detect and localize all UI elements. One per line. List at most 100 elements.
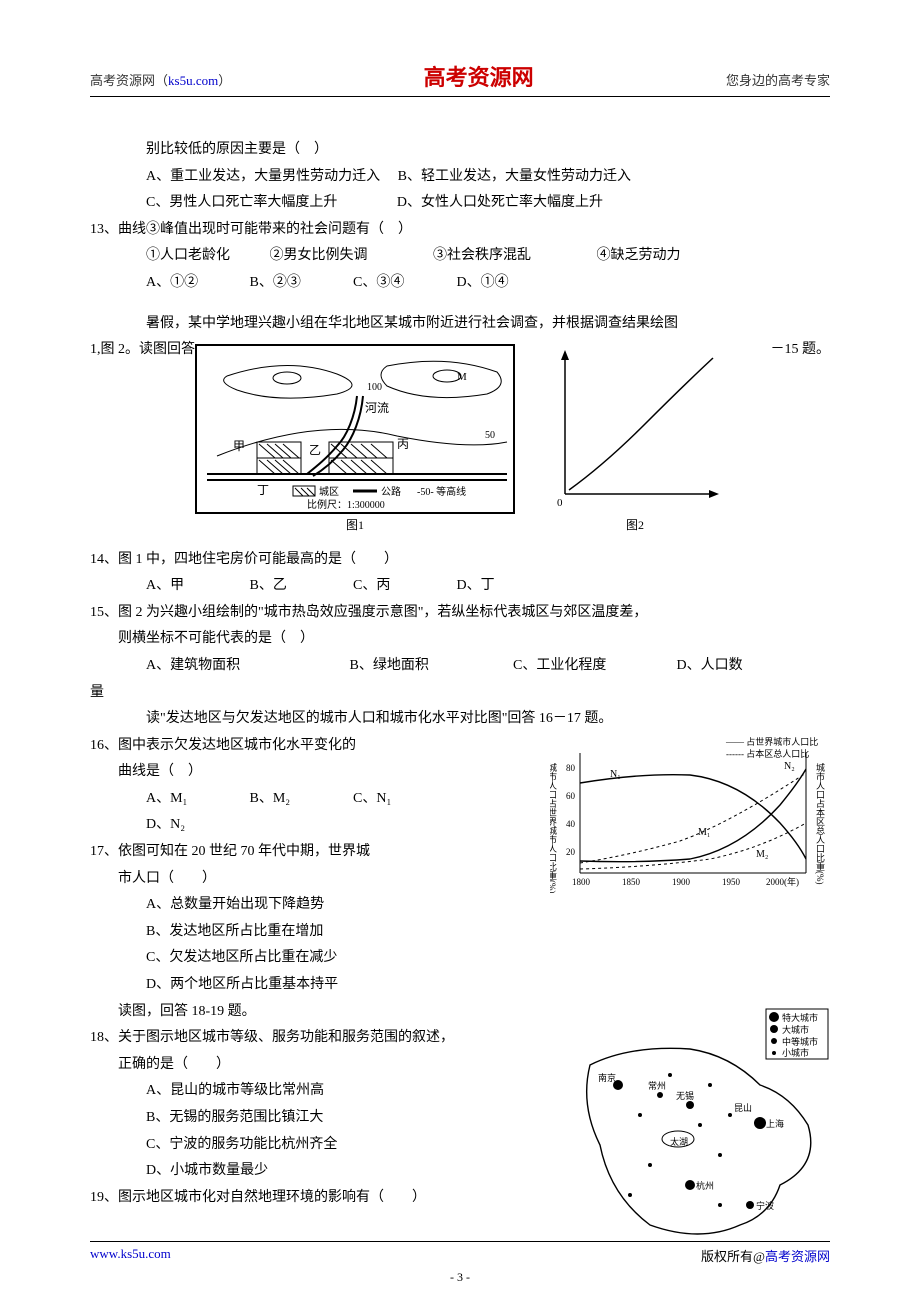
svg-text:1900: 1900 xyxy=(672,877,691,887)
q13-options: A、①② B、②③ C、③④ D、①④ xyxy=(90,270,830,297)
q17-optC: C、欠发达地区所占比重在减少 xyxy=(90,945,830,972)
svg-text:宁波: 宁波 xyxy=(756,1200,774,1211)
legend-dash: ------ 占本区总人口比 xyxy=(726,748,809,759)
figure-2: 0 xyxy=(545,344,725,514)
q13-optD: D、①④ xyxy=(457,270,557,297)
q15-optD: D、人口数 xyxy=(677,653,743,680)
q15-optD-tail: 量 xyxy=(90,680,830,707)
q12-optB: B、轻工业发达，大量女性劳动力迁入 xyxy=(398,169,631,184)
svg-text:特大城市: 特大城市 xyxy=(782,1012,818,1023)
q15-options: A、建筑物面积 B、绿地面积 C、工业化程度 D、人口数 xyxy=(90,653,830,680)
figure-row: M 100 50 河流 甲 丙 xyxy=(90,344,830,537)
q12-optA: A、重工业发达，大量男性劳动力迁入 xyxy=(146,169,380,184)
legend-solid: —— 占世界城市人口比 xyxy=(725,736,818,747)
footer-right-link[interactable]: 高考资源网 xyxy=(765,1249,830,1264)
fig1-legend-gonglu: 公路 xyxy=(381,485,401,498)
fig1-contour-100: 100 xyxy=(367,382,382,393)
q15-optB: B、绿地面积 xyxy=(350,653,510,680)
svg-text:南京: 南京 xyxy=(598,1072,616,1083)
svg-text:60: 60 xyxy=(566,791,576,801)
q17-optD: D、两个地区所占比重基本持平 xyxy=(90,972,830,999)
svg-text:小城市: 小城市 xyxy=(782,1047,809,1058)
svg-text:太湖: 太湖 xyxy=(670,1136,688,1147)
q16-optA: A、M₁ xyxy=(146,786,246,813)
header-left-prefix: 高考资源网（ xyxy=(90,73,168,88)
q12-optD: D、女性人口处死亡率大幅度上升 xyxy=(397,195,603,210)
footer-right: 版权所有@高考资源网 xyxy=(701,1246,830,1265)
fig1-mark-jia: 甲 xyxy=(233,439,245,453)
q14-optA: A、甲 xyxy=(146,573,246,600)
header-left-suffix: ） xyxy=(218,73,231,88)
q14-options: A、甲 B、乙 C、丙 D、丁 xyxy=(90,573,830,600)
fig1-legend-chengqu: 城区 xyxy=(319,486,339,498)
svg-text:40: 40 xyxy=(566,819,576,829)
page-header: 高考资源网（ks5u.com） 高考资源网 您身边的高考专家 xyxy=(90,60,830,97)
svg-text:80: 80 xyxy=(566,763,576,773)
header-right: 您身边的高考专家 xyxy=(726,70,830,89)
svg-text:昆山: 昆山 xyxy=(734,1103,752,1113)
svg-text:2000(年): 2000(年) xyxy=(766,876,799,887)
svg-text:1850: 1850 xyxy=(622,877,641,887)
q14-optD: D、丁 xyxy=(457,573,557,600)
q13-sub1: ①人口老龄化 xyxy=(146,243,266,270)
svg-text:1950: 1950 xyxy=(722,877,741,887)
figure-2-wrap: 0 图2 xyxy=(545,344,725,537)
fig2-origin: 0 xyxy=(557,497,563,509)
svg-text:常州: 常州 xyxy=(648,1080,666,1091)
q14-optC: C、丙 xyxy=(353,573,453,600)
q13-optB: B、②③ xyxy=(250,270,350,297)
q12-optC: C、男性人口死亡率大幅度上升 xyxy=(146,195,337,210)
svg-text:1800: 1800 xyxy=(572,877,591,887)
header-left: 高考资源网（ks5u.com） xyxy=(90,70,231,89)
footer-right-black: 版权所有@ xyxy=(701,1249,765,1264)
q14-stem: 14、图 1 中，四地住宅房价可能最高的是（ ） xyxy=(90,547,830,574)
ylabel-right: 城市人口占本区总人口比重(%) xyxy=(815,763,825,885)
figure-1-wrap: M 100 50 河流 甲 丙 xyxy=(195,344,515,537)
urbanization-chart-svg: —— 占世界城市人口比 ------ 占本区总人口比 城市人口占世界城市人口比重… xyxy=(550,733,830,893)
figure-1-svg: M 100 50 河流 甲 丙 xyxy=(197,346,517,516)
svg-text:N₁: N₁ xyxy=(610,769,621,780)
svg-text:上海: 上海 xyxy=(766,1118,784,1129)
q16-optB: B、M₂ xyxy=(250,786,350,813)
fig2-caption: 图2 xyxy=(545,514,725,537)
footer-left-link[interactable]: www.ks5u.com xyxy=(90,1246,171,1265)
q14-optB: B、乙 xyxy=(250,573,350,600)
q15-optC: C、工业化程度 xyxy=(513,653,673,680)
svg-text:杭州: 杭州 xyxy=(696,1180,714,1191)
svg-text:20: 20 xyxy=(566,847,576,857)
city-map-svg: 特大城市 大城市 中等城市 小城市 南京 常州 无锡 昆山 上海 太湖 杭州 宁… xyxy=(570,1005,830,1245)
svg-text:M₂: M₂ xyxy=(756,849,768,860)
body: 别比较低的原因主要是（ ） A、重工业发达，大量男性劳动力迁入 B、轻工业发达，… xyxy=(90,137,830,1255)
header-center-title: 高考资源网 xyxy=(424,60,534,92)
q13-sub2: ②男女比例失调 xyxy=(270,243,430,270)
fig1-mark-M: M xyxy=(457,371,467,383)
q12-options-row2: C、男性人口死亡率大幅度上升 D、女性人口处死亡率大幅度上升 xyxy=(90,190,830,217)
q15-stem2: 则横坐标不可能代表的是（ ） xyxy=(90,626,830,653)
q16-optC: C、N₁ xyxy=(353,786,453,813)
q13-sub3: ③社会秩序混乱 xyxy=(433,243,593,270)
svg-text:中等城市: 中等城市 xyxy=(782,1036,818,1047)
passage2: 读"发达地区与欠发达地区的城市人口和城市化水平对比图"回答 16－17 题。 xyxy=(90,706,830,733)
svg-text:大城市: 大城市 xyxy=(782,1024,809,1035)
page-footer: www.ks5u.com 版权所有@高考资源网 xyxy=(90,1241,830,1265)
q13-optC: C、③④ xyxy=(353,270,453,297)
fig1-river-label: 河流 xyxy=(365,401,389,415)
q12-options-row1: A、重工业发达，大量男性劳动力迁入 B、轻工业发达，大量女性劳动力迁入 xyxy=(90,164,830,191)
fig1-scale: 比例尺：1:300000 xyxy=(307,498,385,511)
ylabel-left: 城市人口占世界城市人口比重(%) xyxy=(550,763,557,893)
fig1-mark-ding: 丁 xyxy=(257,483,269,497)
svg-text:无锡: 无锡 xyxy=(676,1091,694,1101)
q16-optD: D、N₂ xyxy=(146,812,246,839)
header-link[interactable]: ks5u.com xyxy=(168,73,218,88)
svg-text:N₂: N₂ xyxy=(784,761,795,772)
q13-subitems: ①人口老龄化 ②男女比例失调 ③社会秩序混乱 ④缺乏劳动力 xyxy=(90,243,830,270)
q15-stem1: 15、图 2 为兴趣小组绘制的"城市热岛效应强度示意图"，若纵坐标代表城区与郊区… xyxy=(90,600,830,627)
q13-stem: 13、曲线③峰值出现时可能带来的社会问题有（ ） xyxy=(90,217,830,244)
q15-optA: A、建筑物面积 xyxy=(146,653,346,680)
q13-sub4: ④缺乏劳动力 xyxy=(597,243,717,270)
fig1-caption: 图1 xyxy=(195,514,515,537)
figure-2-svg: 0 xyxy=(545,344,725,514)
svg-text:M₁: M₁ xyxy=(698,827,710,838)
city-map: 特大城市 大城市 中等城市 小城市 南京 常州 无锡 昆山 上海 太湖 杭州 宁… xyxy=(570,1005,830,1256)
page-number: - 3 - xyxy=(0,1270,920,1285)
